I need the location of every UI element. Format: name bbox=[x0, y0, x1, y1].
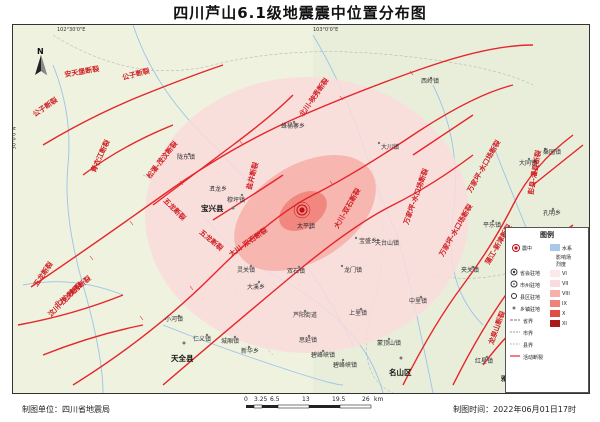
town-label: 芦阳街道 bbox=[293, 311, 317, 319]
town-label: 碧峰峡镇 bbox=[311, 351, 335, 359]
fault-ticks bbox=[89, 70, 414, 321]
legend-label: VIII bbox=[562, 291, 570, 297]
town-label: 红星镇 bbox=[475, 357, 493, 365]
legend-label: VII bbox=[562, 281, 569, 287]
map-timestamp: 制图时间：2022年06月01日17时 bbox=[453, 405, 576, 414]
map-canvas: 大川-双石断裂 大川-双石断裂 北川-映秀断裂 松潘-茂汶断裂 五龙断裂 盐井断… bbox=[13, 25, 589, 393]
legend-label: 乡镇驻地 bbox=[520, 307, 541, 313]
town-label: 上里镇 bbox=[349, 309, 367, 317]
legend-label: X bbox=[562, 311, 566, 317]
scale-tick-label: 26 bbox=[362, 396, 370, 403]
legend-label: 省界 bbox=[523, 319, 534, 325]
town-label: 小河镇 bbox=[165, 315, 183, 323]
town-label: 大川镇 bbox=[381, 143, 399, 151]
town-label: 太平镇 bbox=[297, 222, 315, 230]
scale-tick-label: 13 bbox=[302, 396, 310, 403]
town-label: 蒙顶山镇 bbox=[377, 339, 401, 347]
scale-tick-label: 19.5 bbox=[332, 396, 346, 403]
legend-label: 市界 bbox=[523, 331, 534, 337]
map-title: 四川芦山6.1级地震震中位置分布图 bbox=[173, 4, 427, 22]
town-label: 中里镇 bbox=[409, 297, 427, 305]
legend-label: 水系 bbox=[562, 246, 573, 252]
town-label: 桑园镇 bbox=[543, 148, 561, 156]
town-label: 蜂桶寨乡 bbox=[281, 122, 305, 130]
legend-label: 县界 bbox=[523, 343, 534, 349]
map-frame: 大川-双石断裂 大川-双石断裂 北川-映秀断裂 松潘-茂汶断裂 五龙断裂 盐井断… bbox=[12, 24, 590, 394]
legend-label: 影响场 bbox=[556, 255, 572, 261]
county-label: 宝兴县 bbox=[201, 203, 224, 213]
epicenter-icon bbox=[293, 201, 311, 219]
town-label: 穆坪镇 bbox=[227, 196, 245, 204]
latitude-label: 30°0'0"N bbox=[12, 126, 18, 150]
town-label: 大溪乡 bbox=[247, 283, 265, 291]
longitude-label: 103°0'0"E bbox=[313, 27, 339, 33]
legend-label: 省会驻地 bbox=[520, 271, 541, 277]
town-label: 双石镇 bbox=[287, 267, 305, 275]
legend-label: 震中 bbox=[522, 246, 533, 252]
town-label: 大同镇 bbox=[519, 159, 537, 167]
county-label: 名山区 bbox=[389, 367, 412, 377]
legend-label: 烈度 bbox=[556, 262, 567, 268]
town-label: 天台山镇 bbox=[375, 239, 399, 247]
legend-label: IX bbox=[562, 301, 567, 307]
legend-label: VI bbox=[562, 271, 567, 277]
town-label: 城厢镇 bbox=[221, 337, 239, 345]
legend-symbols bbox=[510, 244, 560, 357]
north-arrow-icon: N bbox=[35, 47, 47, 75]
legend-label: 活动断裂 bbox=[523, 355, 544, 361]
town-label: 西岭镇 bbox=[421, 77, 439, 85]
legend-title: 图例 bbox=[540, 231, 554, 239]
town-label: 仁义镇 bbox=[193, 335, 211, 343]
town-label: 平乐镇 bbox=[483, 221, 501, 229]
north-label: N bbox=[37, 47, 44, 56]
town-label: 宝盛乡 bbox=[359, 237, 377, 245]
town-label: 灵关镇 bbox=[237, 266, 255, 274]
town-label: 龙门镇 bbox=[344, 266, 362, 274]
town-label: 思延镇 bbox=[299, 336, 317, 344]
scale-bar-graphic bbox=[246, 404, 372, 409]
map-producer: 制图单位：四川省地震局 bbox=[22, 405, 110, 414]
scale-tick-label: 3.25 bbox=[254, 396, 268, 403]
legend-label: XI bbox=[562, 321, 567, 327]
legend-label: 县区驻地 bbox=[520, 295, 541, 301]
town-label: 新华乡 bbox=[241, 347, 259, 355]
scale-unit: km bbox=[374, 396, 384, 403]
county-label: 天全县 bbox=[171, 353, 194, 363]
town-label: 陇东镇 bbox=[177, 153, 195, 161]
legend-label: 市州驻地 bbox=[520, 283, 541, 289]
scale-tick-label: 6.5 bbox=[270, 396, 280, 403]
scale-tick-label: 0 bbox=[244, 396, 248, 403]
map-legend: 图例 震中 水系 影响场 烈度 省会驻地 市州驻地 县区驻地 乡镇驻地 省界 bbox=[505, 227, 589, 393]
longitude-label: 102°30'0"E bbox=[57, 27, 86, 33]
town-label: 碧峰峡镇 bbox=[333, 361, 357, 369]
town-label: 五龙乡 bbox=[209, 185, 227, 193]
town-label: 夹关镇 bbox=[461, 266, 479, 274]
town-label: 孔明乡 bbox=[543, 209, 561, 217]
